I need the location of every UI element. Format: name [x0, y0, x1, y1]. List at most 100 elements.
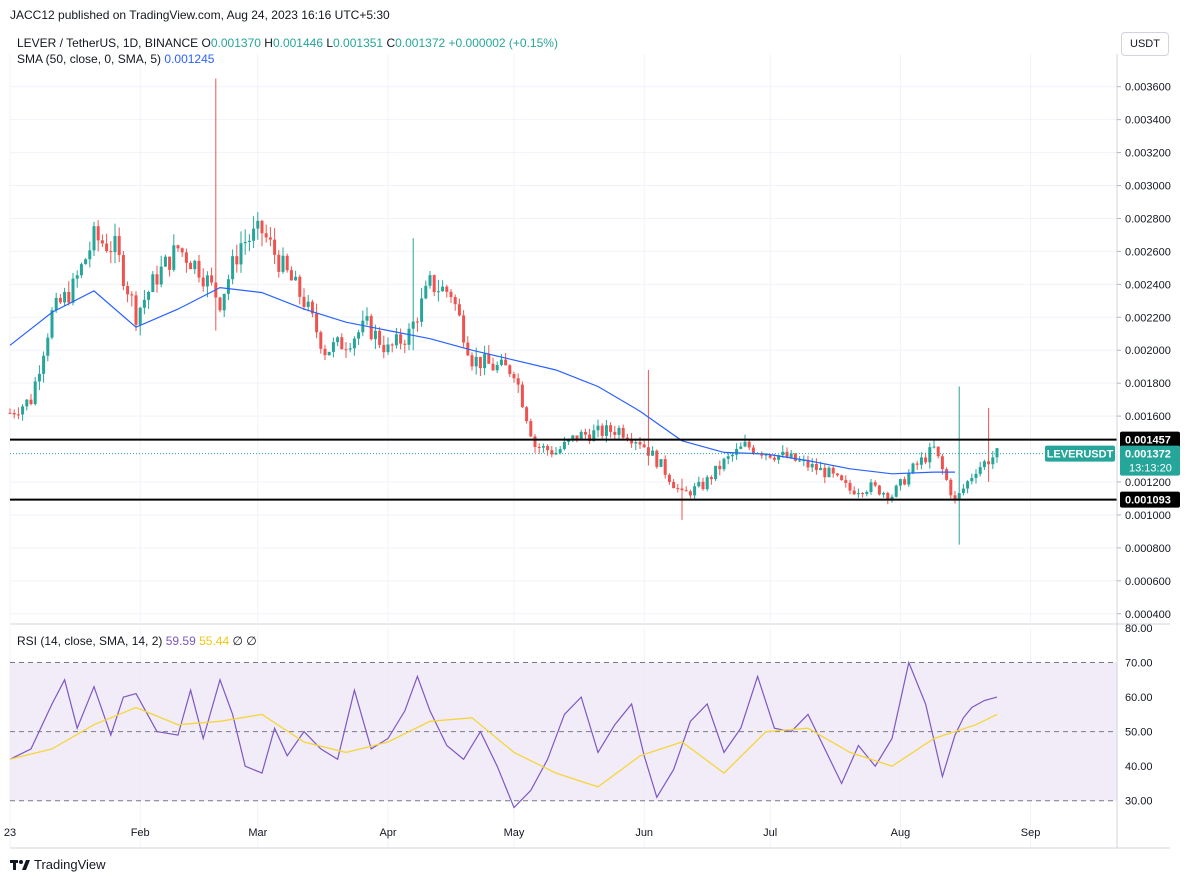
candle-body [499, 359, 503, 365]
candle-body [823, 467, 827, 478]
candle-body [667, 474, 671, 483]
candle-body [495, 364, 499, 371]
candle-body [840, 475, 844, 481]
symbol-legend: LEVER / TetherUS, 1D, BINANCE O0.001370 … [17, 36, 558, 50]
candle-body [33, 381, 37, 405]
candle-body [474, 356, 478, 367]
candle-body [58, 297, 62, 303]
candle-body [197, 260, 201, 278]
candle-body [806, 460, 810, 468]
candle-body [844, 480, 848, 483]
rsi-label: RSI (14, close, SMA, 14, 2) [17, 634, 163, 648]
candle-body [768, 454, 772, 458]
price-axis-label: 0.000400 [1125, 609, 1171, 621]
open-label: O [201, 36, 211, 50]
candle-body [701, 481, 705, 490]
symbol-marker-box [1045, 445, 1115, 462]
candle-body [436, 291, 440, 293]
candle-body [121, 255, 125, 287]
candle-body [693, 486, 697, 496]
candle-body [8, 412, 12, 414]
candle-body [394, 334, 398, 346]
candle-body [688, 491, 692, 496]
candle-body [609, 425, 613, 432]
candle-body [705, 477, 709, 490]
candle-body [205, 275, 209, 287]
candle-body [84, 259, 88, 265]
candle-body [344, 349, 348, 351]
candle-body [646, 447, 650, 456]
candle-body [789, 453, 793, 458]
candle-body [739, 446, 743, 449]
candle-body [802, 460, 806, 462]
candle-body [457, 304, 461, 316]
candle-body [709, 477, 713, 480]
level-label-box [1120, 491, 1180, 508]
candle-body [294, 276, 298, 281]
candle-body [613, 431, 617, 435]
candle-body [537, 446, 541, 448]
high-value: 0.001446 [272, 36, 324, 50]
candle-body [735, 448, 739, 455]
candle-body [71, 278, 75, 303]
candle-body [172, 245, 176, 270]
close-label: C [386, 36, 396, 50]
candle-body [571, 435, 575, 440]
price-axis-label: 0.003200 [1125, 148, 1171, 160]
rsi-axis-label: 80.00 [1125, 623, 1153, 635]
candle-body [588, 434, 592, 442]
rsi-axis-label: 30.00 [1125, 796, 1153, 808]
candle-body [142, 299, 146, 308]
time-axis-label: May [504, 827, 525, 839]
candle-body [596, 425, 600, 431]
time-axis-label: Sep [1021, 827, 1041, 839]
candle-body [159, 266, 163, 285]
change-value: +0.000002 (+0.15%) [448, 36, 558, 50]
candle-body [533, 436, 537, 447]
horizontal-levels[interactable] [10, 438, 1117, 501]
candle-body [231, 256, 235, 280]
candle-body [113, 235, 117, 253]
level-label: 0.001093 [1125, 495, 1171, 507]
candle-body [424, 285, 428, 299]
candle-body [92, 226, 96, 251]
price-axis-label: 0.001200 [1125, 477, 1171, 489]
currency-button[interactable]: USDT [1121, 32, 1169, 56]
candle-body [441, 286, 445, 292]
candle-body [176, 245, 180, 249]
price-axis-label: 0.001600 [1125, 411, 1171, 423]
price-axis-label: 0.003400 [1125, 115, 1171, 127]
candle-body [462, 315, 466, 343]
candle-body [67, 291, 71, 303]
sma-value: 0.001245 [164, 52, 215, 66]
candle-body [298, 276, 302, 297]
candle-body [659, 459, 663, 467]
candle-body [583, 431, 587, 435]
candle-body [919, 457, 923, 465]
candle-body [117, 235, 121, 256]
candle-body [331, 342, 335, 352]
candle-body [970, 477, 974, 482]
candle-body [25, 399, 29, 407]
candle-body [987, 461, 991, 465]
candle-body [898, 479, 902, 486]
rsi-extra: ∅ ∅ [232, 634, 257, 648]
candle-body [508, 365, 512, 375]
candle-body [75, 275, 79, 279]
price-axis-label: 0.003600 [1125, 82, 1171, 94]
time-axis-label: Mar [248, 827, 267, 839]
candle-body [340, 337, 344, 350]
candle-body [562, 441, 566, 450]
candle-body [814, 463, 818, 471]
sma-series [9, 286, 955, 475]
candle-body [21, 406, 25, 415]
candle-body [428, 275, 432, 286]
candle-body [886, 493, 890, 500]
rsi-legend: RSI (14, close, SMA, 14, 2) 59.59 55.44 … [17, 634, 257, 648]
candle-body [663, 459, 667, 475]
candle-body [945, 469, 949, 480]
candle-body [961, 488, 965, 494]
candle-body [306, 301, 310, 307]
candle-body [550, 450, 554, 455]
candle-body [247, 240, 251, 242]
